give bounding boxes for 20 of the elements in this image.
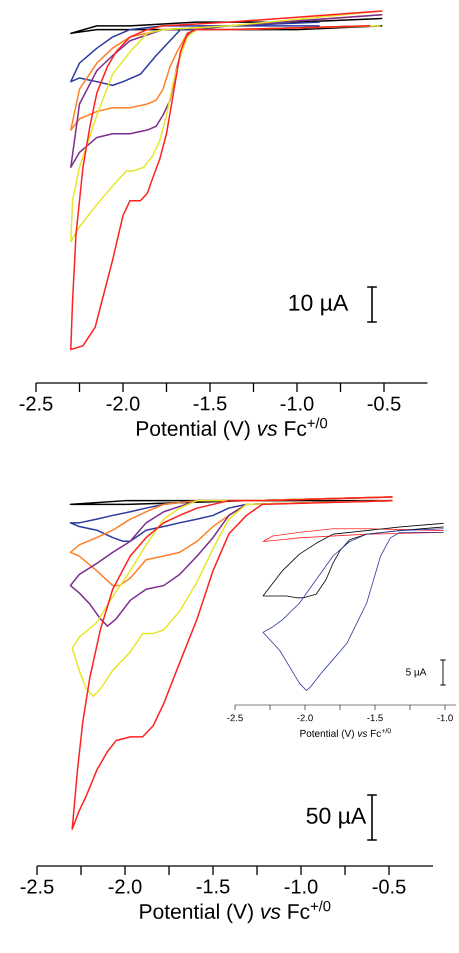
x-tick-label: -1.5 xyxy=(367,714,383,722)
x-tick-label: -1.5 xyxy=(196,880,230,894)
annotation: 50 µA xyxy=(306,808,366,828)
annotation: 5 µA xyxy=(406,668,426,678)
x-tick-label: -2.5 xyxy=(20,396,52,411)
x-axis-title: Potential (V) vs Fc$^{+/0}$ xyxy=(140,900,330,924)
x-axis-title: Potential (V) vs Fc$^{+/0}$ xyxy=(137,418,328,440)
x-tick-label: -2.0 xyxy=(108,880,142,894)
annotation: 10 µA xyxy=(289,294,348,316)
x-tick-label: -0.5 xyxy=(368,396,400,411)
x-tick-label: -1.5 xyxy=(194,396,226,410)
x-axis-title: Potential (V) vs Fc$^{+/0}$ xyxy=(300,728,391,739)
x-tick-label: -2.5 xyxy=(20,880,54,894)
x-tick-label: -1.0 xyxy=(284,880,318,894)
x-tick-label: -1.0 xyxy=(437,714,453,722)
x-tick-label: -0.5 xyxy=(372,880,406,894)
x-tick-label: -2.5 xyxy=(227,714,243,722)
x-tick-label: -2.0 xyxy=(297,714,313,722)
x-tick-label: -2.0 xyxy=(106,396,140,411)
x-tick-label: -1.0 xyxy=(280,396,314,411)
